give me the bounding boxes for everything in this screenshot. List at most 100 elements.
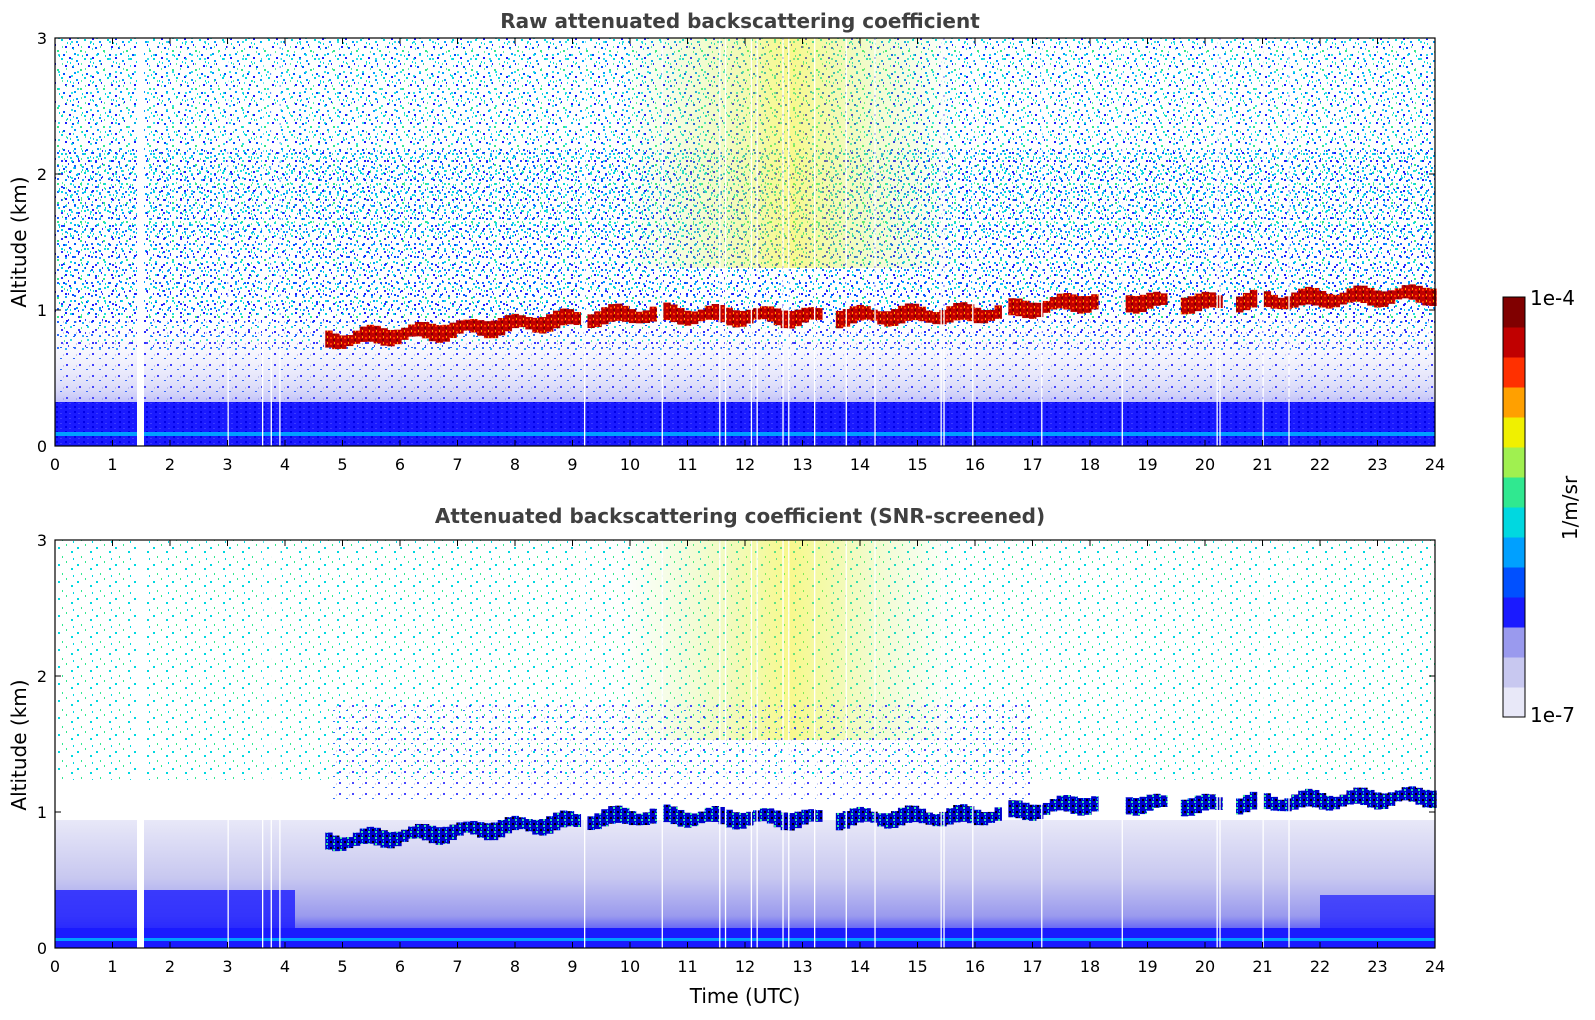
- cloud-cell: [615, 303, 623, 321]
- x-tick-label: 16: [965, 957, 985, 976]
- cloud-cell: [1008, 800, 1016, 818]
- cloud-cell: [421, 322, 430, 339]
- cloud-cell: [1387, 290, 1396, 304]
- missing-data-line: [1288, 38, 1290, 446]
- missing-data-line: [1219, 540, 1221, 948]
- cloud-cell: [332, 333, 340, 350]
- cloud-cell: [352, 330, 361, 344]
- y-tick-label: 2: [37, 667, 47, 686]
- x-tick-label: 18: [1080, 455, 1100, 474]
- missing-data-line: [719, 540, 721, 948]
- cloud-cell: [642, 812, 651, 826]
- cloud-cell: [435, 325, 444, 343]
- cloud-cell: [877, 813, 885, 827]
- cloud-cell: [559, 308, 568, 326]
- cloud-cell: [1311, 287, 1320, 306]
- x-tick-label: 18: [1080, 957, 1100, 976]
- missing-data-line: [750, 38, 753, 446]
- cloud-cell: [1298, 790, 1306, 808]
- missing-data-line: [874, 38, 876, 446]
- colorbar-bands: [1503, 297, 1525, 718]
- cloud-cell: [1091, 796, 1099, 812]
- cloud-cell: [470, 821, 478, 835]
- cloud-cell: [780, 310, 789, 329]
- cloud-cell: [932, 312, 940, 325]
- cloud-cell: [1139, 294, 1147, 313]
- cloud-cell: [925, 812, 933, 825]
- cloud-cell: [1022, 300, 1030, 319]
- cloud-cell: [345, 335, 354, 347]
- cloud-cell: [387, 831, 395, 849]
- x-tick-label: 5: [337, 455, 347, 474]
- x-tick-label: 23: [1367, 455, 1387, 474]
- cloud-cell: [1180, 799, 1189, 817]
- cloud-cell: [911, 805, 920, 823]
- missing-data-line: [1041, 540, 1043, 948]
- cloud-cell: [1284, 296, 1292, 310]
- cloud-cell: [1249, 289, 1258, 308]
- cloud-cell: [1070, 294, 1078, 312]
- cloud-cell: [401, 829, 409, 842]
- cloud-cell: [1305, 286, 1313, 305]
- cloud-cell: [628, 811, 637, 826]
- cloud-cell: [787, 813, 795, 831]
- cloud-cell: [518, 315, 526, 328]
- cloud-cell: [856, 304, 864, 321]
- cloud-cell: [325, 330, 333, 348]
- cloud-cell: [746, 309, 754, 324]
- cloud-cell: [608, 304, 616, 322]
- cloud-cell: [1049, 799, 1058, 812]
- cloud-cell: [704, 305, 713, 320]
- colorbar-min-label: 1e-7: [1530, 703, 1575, 727]
- colorbar-band: [1503, 357, 1525, 388]
- cloud-cell: [939, 309, 947, 325]
- cloud-cell: [511, 815, 519, 831]
- top-panel-title: Raw attenuated backscattering coefficien…: [500, 9, 980, 33]
- cloud-cell: [794, 811, 802, 829]
- missing-data-line: [270, 540, 272, 948]
- cloud-cell: [1035, 804, 1044, 820]
- x-tick-label: 8: [510, 455, 520, 474]
- cloud-cell: [449, 824, 457, 841]
- cloud-cell: [1077, 296, 1085, 314]
- y-tick-label: 1: [37, 803, 47, 822]
- cloud-cell: [677, 307, 685, 325]
- x-tick-label: 21: [1252, 455, 1272, 474]
- cloud-cell: [994, 305, 1002, 319]
- y-tick-label: 1: [37, 301, 47, 320]
- cloud-cell: [1339, 794, 1347, 807]
- cloud-cell: [1353, 285, 1361, 302]
- cloud-cell: [1374, 290, 1382, 308]
- cloud-cell: [1270, 796, 1278, 811]
- cloud-cell: [442, 826, 450, 844]
- cloud-cell: [1015, 800, 1023, 819]
- top-heatmap: [54, 37, 1437, 447]
- missing-data-line: [227, 540, 229, 948]
- cloud-cell: [966, 806, 975, 824]
- bottom-thin-gaps: [227, 540, 1290, 948]
- cloud-cell: [904, 805, 913, 823]
- x-tick-label: 23: [1367, 957, 1387, 976]
- cloud-cell: [732, 812, 740, 830]
- cloud-cell: [966, 304, 975, 322]
- missing-data-line: [1262, 540, 1264, 948]
- cloud-cell: [1125, 797, 1134, 815]
- cloud-cell: [925, 310, 933, 323]
- bottom-y-axis-label: Altitude (km): [7, 679, 31, 810]
- cloud-cell: [897, 807, 906, 826]
- cloud-cell: [994, 807, 1002, 821]
- cloud-cell: [980, 310, 989, 324]
- cloud-cell: [801, 809, 809, 825]
- cloud-cell: [587, 816, 595, 831]
- top-cloud-layer: [325, 284, 1437, 350]
- cloud-cell: [373, 827, 381, 846]
- x-tick-label: 11: [677, 455, 697, 474]
- cloud-cell: [815, 810, 823, 822]
- cloud-cell: [1063, 795, 1071, 812]
- cloud-cell: [1339, 292, 1347, 305]
- x-tick-label: 3: [222, 455, 232, 474]
- missing-data-line: [972, 38, 974, 446]
- cloud-cell: [877, 311, 885, 325]
- missing-data-line: [1041, 38, 1043, 446]
- cloud-cell: [1422, 287, 1430, 306]
